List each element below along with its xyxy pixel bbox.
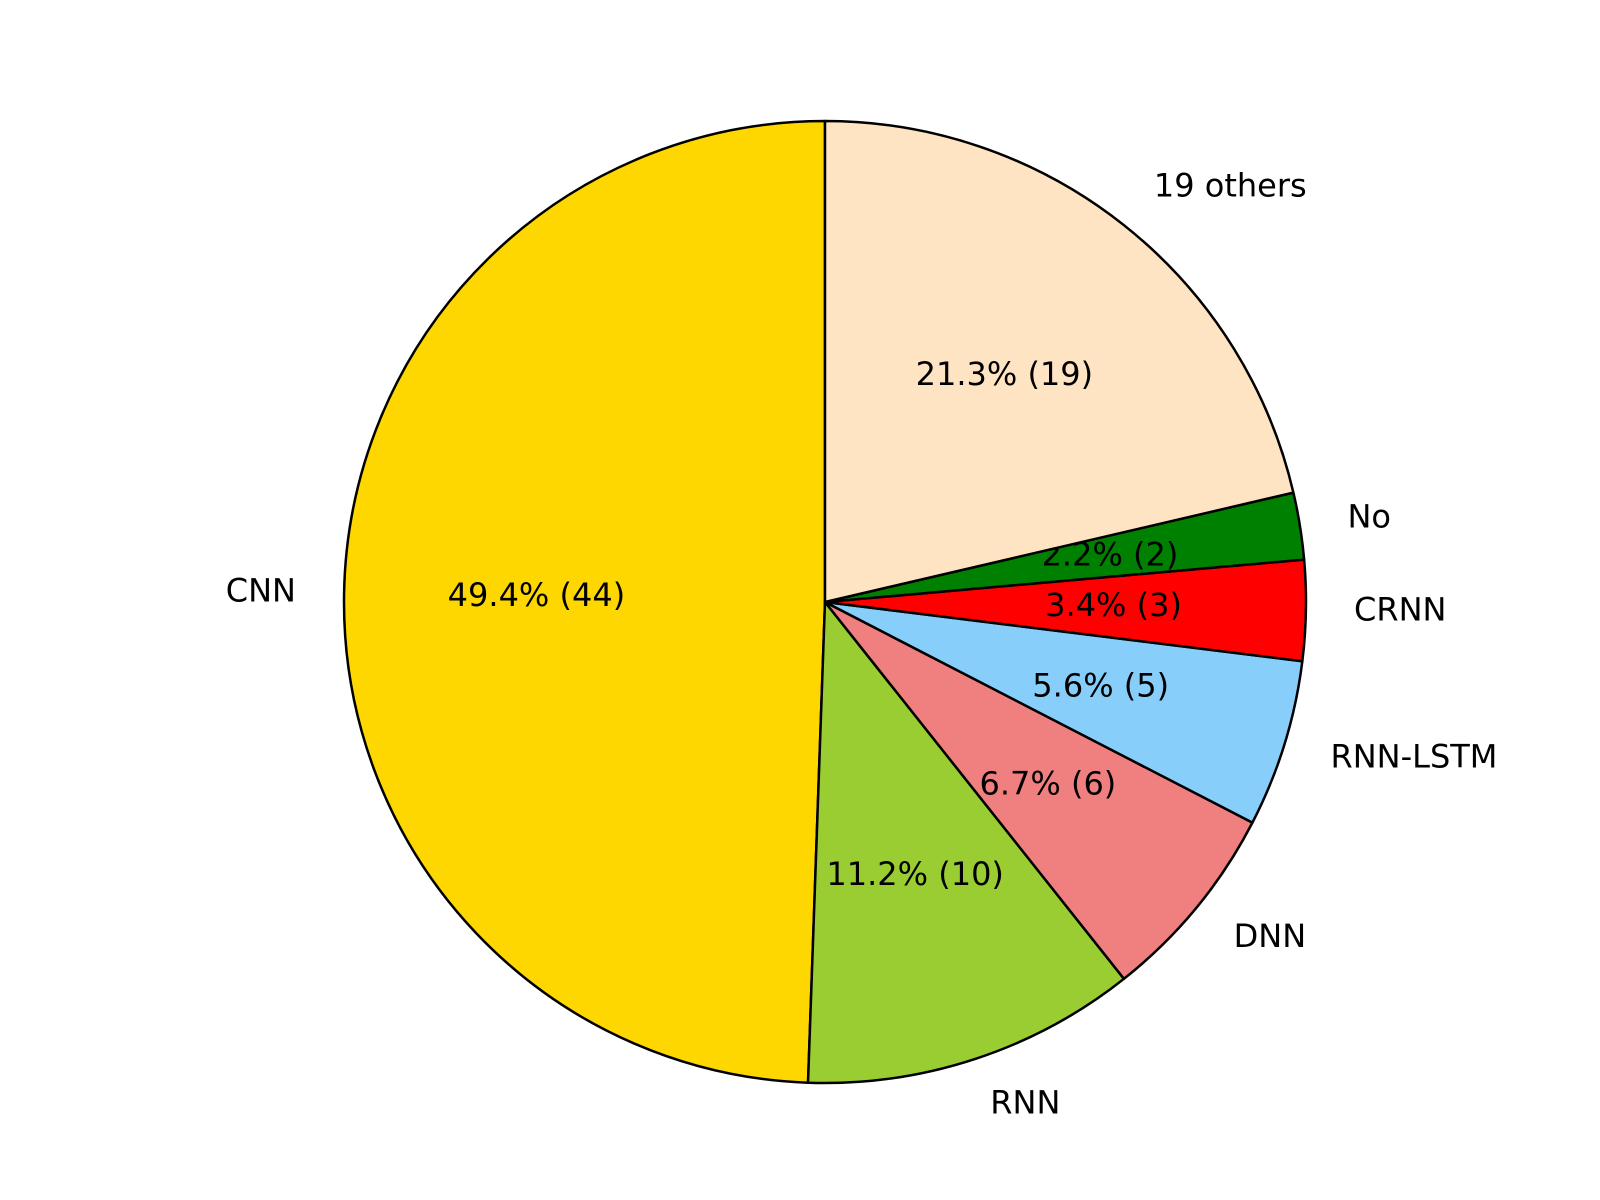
pie-slice [823, 119, 1295, 604]
slice-label: CNN [226, 572, 296, 610]
pie-slice [823, 600, 1304, 824]
slice-label: RNN [990, 1084, 1060, 1122]
value-label: 5.6% (5) [1032, 666, 1169, 704]
value-label: 6.7% (6) [979, 764, 1116, 802]
slice-label: CRNN [1354, 590, 1446, 628]
value-label: 21.3% (19) [916, 355, 1094, 393]
value-label: 49.4% (44) [448, 576, 626, 614]
slice-label: No [1347, 497, 1391, 535]
slice-label: 19 others [1154, 167, 1307, 205]
pie-slice [342, 119, 827, 1084]
value-label: 11.2% (10) [826, 855, 1004, 893]
slice-label: RNN-LSTM [1330, 737, 1497, 775]
pie-slice [806, 600, 1126, 1085]
pie-slice [823, 600, 1254, 981]
slice-label: DNN [1234, 917, 1307, 955]
value-label: 3.4% (3) [1045, 586, 1182, 624]
